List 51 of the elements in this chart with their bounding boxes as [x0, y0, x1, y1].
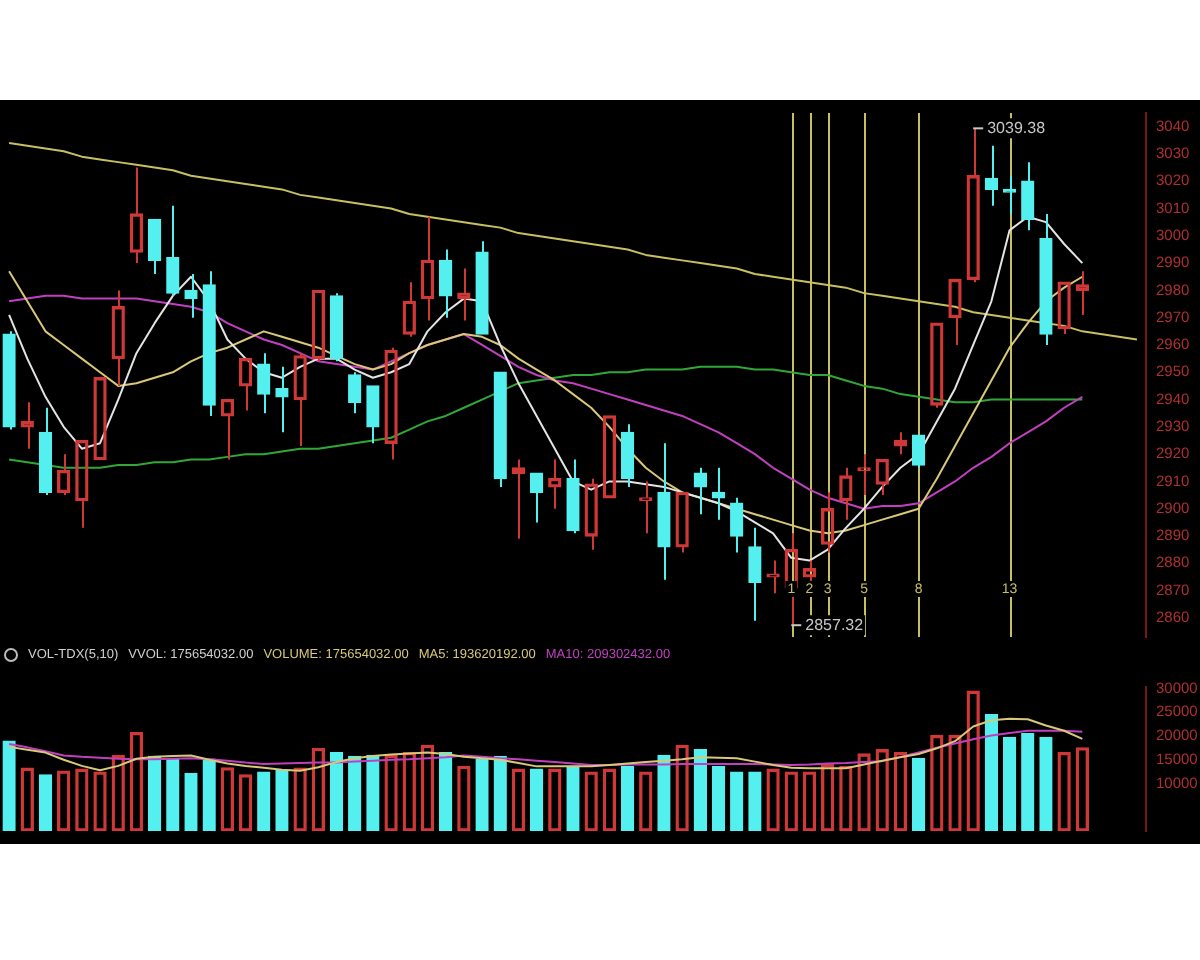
- annotation: 2857.32: [805, 615, 865, 634]
- bar: [147, 755, 162, 831]
- candlestick: [493, 371, 507, 488]
- bar: [911, 757, 926, 831]
- candlestick: [730, 496, 744, 554]
- candlestick: [1021, 161, 1035, 232]
- bar: [475, 759, 489, 831]
- bar: [257, 771, 271, 831]
- candlestick: [366, 385, 380, 445]
- candlestick: [2, 330, 16, 431]
- bar: [1002, 736, 1017, 831]
- candlestick: [348, 371, 362, 415]
- candlestick: [475, 240, 489, 335]
- bar: [620, 765, 635, 831]
- bar: [984, 713, 999, 831]
- bar: [730, 771, 744, 831]
- bar: [366, 754, 380, 831]
- candlestick: [566, 458, 580, 535]
- bar: [166, 759, 180, 831]
- bar: [748, 771, 762, 831]
- candlestick: [147, 218, 162, 276]
- bar: [493, 755, 507, 831]
- bar: [566, 765, 580, 831]
- candlestick: [620, 423, 635, 488]
- bar: [529, 768, 544, 831]
- bar: [275, 769, 289, 831]
- candlestick: [748, 526, 762, 622]
- candlestick: [657, 442, 671, 581]
- bar: [439, 751, 453, 831]
- bar: [38, 774, 53, 831]
- candlestick: [202, 270, 216, 417]
- bar: [348, 755, 362, 831]
- candlestick: [166, 204, 180, 297]
- candlestick: [1039, 212, 1053, 346]
- bar: [184, 772, 198, 831]
- bar: [711, 765, 726, 831]
- bar: [2, 740, 16, 831]
- candlestick: [275, 365, 289, 434]
- candlestick: [329, 292, 344, 363]
- candlestick: [38, 406, 53, 497]
- bar: [329, 751, 344, 831]
- annotation: 3039.38: [987, 118, 1047, 137]
- candlestick: [184, 273, 198, 319]
- candlestick: [439, 248, 453, 319]
- candlestick: [257, 352, 271, 415]
- bar: [693, 749, 707, 831]
- bar: [657, 754, 671, 831]
- bar: [1021, 732, 1035, 831]
- candlestick: [911, 434, 926, 469]
- bar: [202, 758, 216, 831]
- bar: [1039, 736, 1053, 831]
